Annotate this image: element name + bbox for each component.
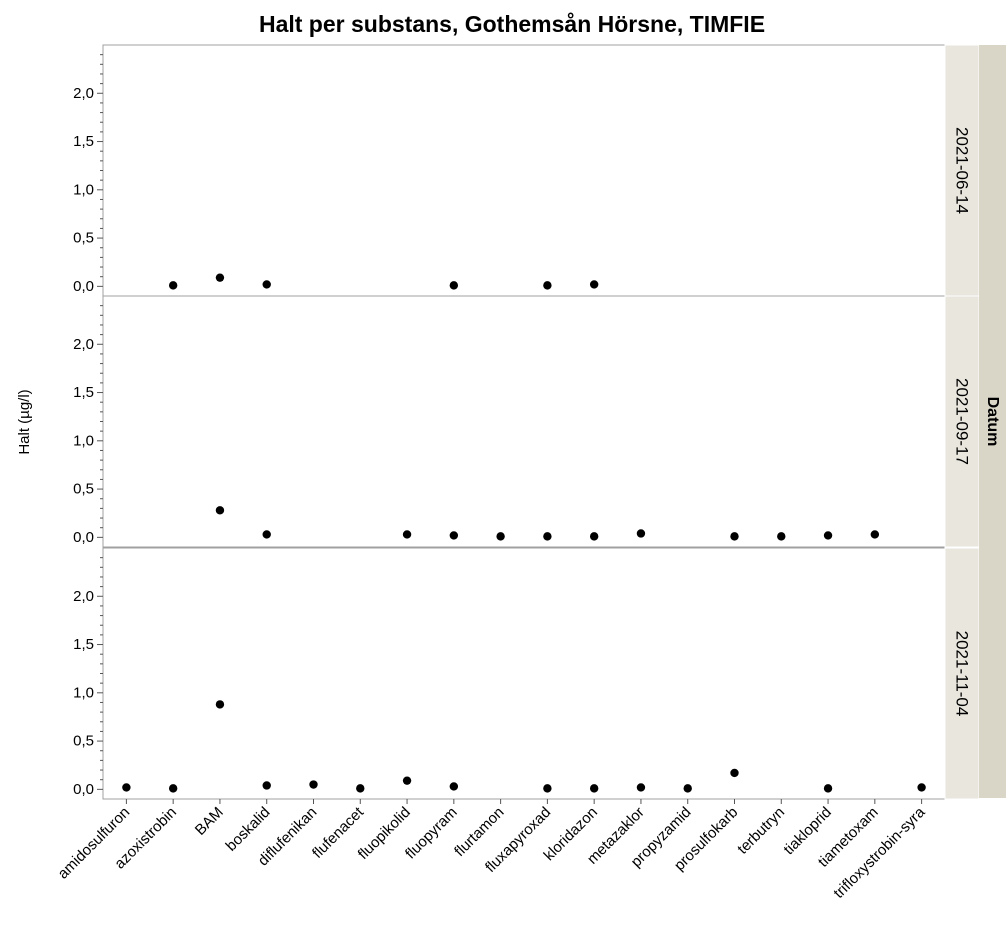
data-point-flufenacet — [356, 784, 365, 793]
data-point-flurtamon — [496, 532, 505, 541]
y-tick-label: 1,0 — [73, 432, 94, 449]
data-point-metazaklor — [636, 529, 646, 538]
y-tick-label: 1,0 — [73, 181, 94, 198]
panel-strip-label: 2021-11-04 — [953, 631, 972, 717]
panel-2021-11-04: 2021-11-04 0,0 0,5 1,0 1,5 2,0 — [73, 547, 980, 800]
x-tick-label: BAM — [192, 804, 227, 839]
x-tick-label: terbutryn — [734, 804, 788, 858]
data-point-azoxistrobin — [168, 281, 178, 290]
data-point-trifloxystrobin-syra — [917, 783, 926, 792]
y-tick-label: 0,5 — [73, 230, 94, 247]
data-point-fluxapyroxad — [543, 784, 552, 793]
data-point-fluopyram — [449, 281, 459, 290]
data-point-fluopyram — [449, 531, 459, 540]
y-tick-label: 0,0 — [73, 781, 94, 798]
panel-strip — [944, 44, 980, 297]
data-point-fluopyram — [449, 782, 459, 791]
data-point-terbutryn — [777, 532, 786, 541]
data-point-BAM — [215, 506, 225, 515]
group-strip-background — [979, 45, 1006, 798]
panel-2021-09-17: 2021-09-17 0,0 0,5 1,0 1,5 2,0 — [73, 295, 980, 548]
panel-frame — [102, 547, 946, 800]
data-point-boskalid — [262, 781, 271, 790]
data-point-prosulfokarb — [730, 768, 739, 778]
data-point-kloridazon — [589, 280, 599, 289]
panel-strip-label: 2021-06-14 — [953, 127, 972, 214]
data-point-boskalid — [262, 280, 271, 289]
data-point-diflufenikan — [309, 780, 318, 789]
data-point-fluopikolid — [402, 776, 412, 785]
y-tick-label: 2,0 — [73, 336, 94, 353]
y-tick-label: 1,5 — [73, 384, 94, 401]
data-point-tiakloprid — [823, 531, 833, 540]
data-point-amidosulfuron — [122, 783, 131, 792]
data-point-prosulfokarb — [730, 532, 739, 541]
panel-frame — [102, 295, 946, 548]
data-point-metazaklor — [636, 783, 646, 792]
y-tick-label: 0,5 — [73, 481, 94, 498]
x-tick-label: trifloxystrobin-syra — [830, 803, 929, 902]
panel-strip — [944, 295, 980, 548]
data-point-propyzamid — [683, 784, 692, 793]
data-point-fluxapyroxad — [543, 532, 552, 541]
panel-strip-label: 2021-09-17 — [953, 378, 972, 465]
y-tick-label: 1,5 — [73, 133, 94, 150]
data-point-azoxistrobin — [168, 784, 178, 793]
data-point-kloridazon — [589, 784, 599, 793]
data-point-fluxapyroxad — [543, 281, 552, 290]
y-tick-label: 1,5 — [73, 636, 94, 653]
panel-frame — [102, 44, 946, 297]
y-tick-label: 0,0 — [73, 278, 94, 295]
y-tick-label: 2,0 — [73, 85, 94, 102]
y-tick-label: 0,5 — [73, 733, 94, 750]
y-axis-title: Halt (µg/l) — [16, 389, 33, 454]
data-point-tiakloprid — [823, 784, 833, 793]
panel-strip — [944, 547, 980, 800]
data-point-boskalid — [262, 530, 271, 539]
group-strip: Datum — [979, 45, 1006, 798]
y-tick-label: 2,0 — [73, 588, 94, 605]
data-point-fluopikolid — [402, 530, 412, 539]
panels: 2021-06-14 0,0 0,5 1,0 1,5 2,0 2021-09-17 0,0 0,… — [73, 44, 980, 800]
y-tick-label: 1,0 — [73, 684, 94, 701]
data-point-tiametoxam — [870, 530, 880, 539]
data-point-BAM — [215, 273, 225, 282]
data-point-kloridazon — [589, 532, 599, 541]
y-tick-label: 0,0 — [73, 529, 94, 546]
group-strip-label: Datum — [984, 397, 1001, 447]
x-tick-label: fluopyram — [402, 804, 461, 863]
chart-title: Halt per substans, Gothemsån Hörsne, TIM… — [259, 11, 765, 37]
panel-2021-06-14: 2021-06-14 0,0 0,5 1,0 1,5 2,0 — [73, 44, 980, 297]
data-point-BAM — [215, 700, 225, 709]
